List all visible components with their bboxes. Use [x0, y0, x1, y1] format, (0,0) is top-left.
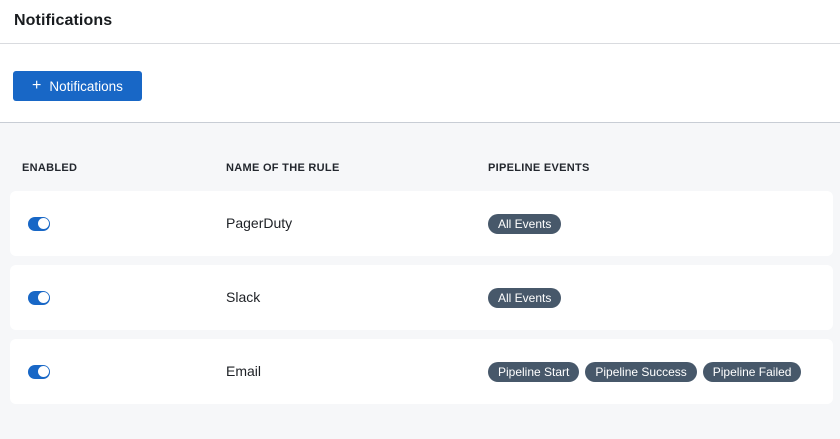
page-title: Notifications	[14, 12, 113, 29]
enabled-toggle[interactable]	[28, 216, 50, 231]
table-header-row: ENABLED NAME OF THE RULE PIPELINE EVENTS	[0, 123, 840, 191]
events-cell: Pipeline Start Pipeline Success Pipeline…	[488, 361, 833, 382]
toggle-knob	[38, 366, 49, 377]
enabled-toggle[interactable]	[28, 290, 50, 305]
event-badge: Pipeline Failed	[702, 361, 802, 382]
table-row-pagerduty[interactable]: PagerDuty All Events	[10, 191, 833, 256]
event-badge: Pipeline Start	[488, 361, 580, 382]
name-cell: PagerDuty	[226, 215, 488, 233]
toggle-knob	[38, 292, 49, 303]
table-row-email[interactable]: Email Pipeline Start Pipeline Success Pi…	[10, 339, 833, 404]
toolbar: + Notifications	[0, 44, 840, 122]
events-cell: All Events	[488, 287, 833, 308]
column-header-name: NAME OF THE RULE	[226, 162, 340, 174]
column-header-enabled: ENABLED	[22, 162, 78, 174]
page-header: Notifications	[0, 0, 840, 44]
add-notifications-button[interactable]: + Notifications	[13, 71, 142, 101]
notifications-table: ENABLED NAME OF THE RULE PIPELINE EVENTS…	[0, 122, 840, 439]
name-cell: Email	[226, 363, 488, 381]
enabled-cell	[28, 290, 226, 305]
enabled-cell	[28, 216, 226, 231]
toggle-knob	[38, 218, 49, 229]
plus-icon: +	[32, 76, 42, 94]
rule-name: Slack	[226, 288, 261, 305]
rule-name: PagerDuty	[226, 214, 293, 231]
enabled-toggle[interactable]	[28, 364, 50, 379]
name-cell: Slack	[226, 289, 488, 307]
enabled-cell	[28, 364, 226, 379]
event-badge: All Events	[488, 213, 562, 234]
table-row-slack[interactable]: Slack All Events	[10, 265, 833, 330]
add-notifications-button-label: Notifications	[49, 78, 123, 94]
column-header-pipeline-events: PIPELINE EVENTS	[488, 162, 590, 174]
event-badge: All Events	[488, 287, 562, 308]
rule-name: Email	[226, 362, 262, 379]
events-cell: All Events	[488, 213, 833, 234]
event-badge: Pipeline Success	[585, 361, 697, 382]
